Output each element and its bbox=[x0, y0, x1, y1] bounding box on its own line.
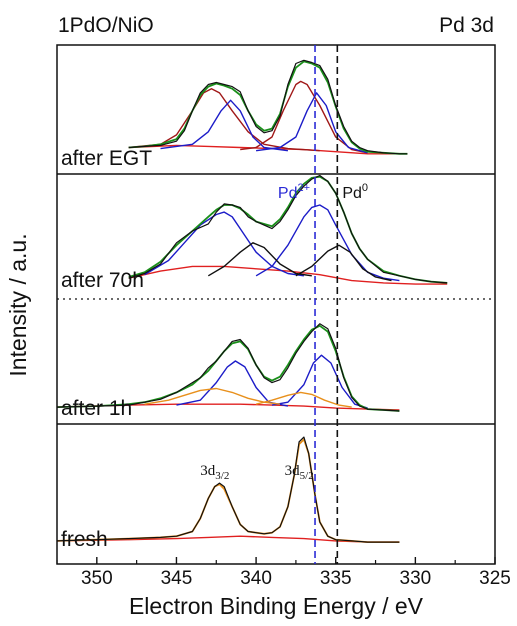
curve-after-1h-component-3d5-2 bbox=[271, 354, 368, 409]
curve-after-70h-data bbox=[128, 174, 448, 284]
panel-fresh: fresh 3d3/2 3d5/2 bbox=[56, 436, 400, 551]
chart-title-right: Pd 3d bbox=[439, 14, 494, 37]
plot-frame bbox=[56, 44, 496, 565]
curve-after-70h-background bbox=[128, 265, 448, 285]
curve-after-1h-component-satellite-3d3-2 bbox=[144, 387, 281, 405]
curve-fresh-fit-envelope bbox=[56, 438, 400, 543]
curve-after-1h-component-satellite-3d5-2 bbox=[255, 391, 352, 408]
curve-after-1h-component-3d3-2 bbox=[176, 360, 289, 407]
reference-lines: Pd2+ Pd0 bbox=[278, 45, 368, 564]
curve-fresh-data bbox=[56, 436, 400, 543]
spectra-layer: after EGT after 70h after 1h fresh 3d3/2 3d5/… bbox=[56, 59, 448, 551]
curve-after-egt-component-pdo-3d3-2 bbox=[128, 88, 320, 152]
annotation-3d3-2: 3d3/2 bbox=[200, 463, 229, 482]
x-tick-label-330: 330 bbox=[400, 568, 432, 589]
x-axis: 350 345 340 335 330 325 bbox=[56, 557, 511, 589]
reference-label-pd2: Pd2+ bbox=[278, 182, 310, 202]
panel-after-70h: after 70h bbox=[61, 174, 448, 292]
chart-title-left: 1PdO/NiO bbox=[58, 14, 154, 37]
panel-after-egt: after EGT bbox=[61, 59, 408, 170]
x-axis-title: Electron Binding Energy / eV bbox=[129, 593, 424, 619]
curve-after-egt-component-pd2-3d3-2 bbox=[160, 99, 288, 152]
x-tick-label-350: 350 bbox=[81, 568, 113, 589]
x-tick-label-335: 335 bbox=[320, 568, 352, 589]
curve-after-egt-component-pdo-3d5-2 bbox=[240, 80, 368, 154]
panel-label-fresh: fresh bbox=[61, 528, 108, 551]
curve-after-egt-data bbox=[128, 59, 408, 155]
panel-label-after-70h: after 70h bbox=[61, 269, 144, 292]
y-axis-title: Intensity / a.u. bbox=[5, 233, 31, 376]
curve-after-70h-component-pd0-3d5-2 bbox=[295, 244, 392, 282]
panel-after-1h: after 1h bbox=[56, 323, 400, 420]
curve-after-70h-component-pd0-3d3-2 bbox=[207, 242, 312, 277]
x-tick-label-345: 345 bbox=[161, 568, 193, 589]
x-tick-label-325: 325 bbox=[479, 568, 511, 589]
curve-after-70h-component-pd2-3d3-2 bbox=[144, 211, 304, 277]
x-tick-label-340: 340 bbox=[240, 568, 272, 589]
panel-label-after-1h: after 1h bbox=[61, 397, 132, 420]
annotation-3d5-2: 3d5/2 bbox=[285, 463, 314, 482]
curve-after-egt-component-pd2-3d5-2 bbox=[256, 92, 368, 154]
curve-after-1h-background bbox=[56, 403, 400, 411]
curve-after-1h-data bbox=[56, 323, 400, 412]
reference-label-pd0: Pd0 bbox=[342, 182, 368, 202]
panel-label-after-egt: after EGT bbox=[61, 147, 152, 170]
